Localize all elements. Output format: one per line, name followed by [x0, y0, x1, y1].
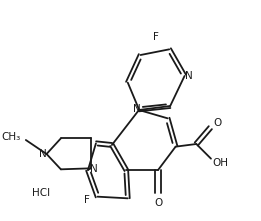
- Text: F: F: [153, 32, 159, 42]
- Text: F: F: [84, 195, 90, 205]
- Text: N: N: [185, 71, 193, 81]
- Text: O: O: [213, 118, 221, 128]
- Text: O: O: [154, 198, 162, 208]
- Text: OH: OH: [213, 158, 229, 168]
- Text: HCl: HCl: [32, 188, 50, 198]
- Text: N: N: [91, 164, 98, 174]
- Text: CH₃: CH₃: [2, 132, 21, 142]
- Text: N: N: [39, 149, 46, 159]
- Text: N: N: [133, 104, 141, 114]
